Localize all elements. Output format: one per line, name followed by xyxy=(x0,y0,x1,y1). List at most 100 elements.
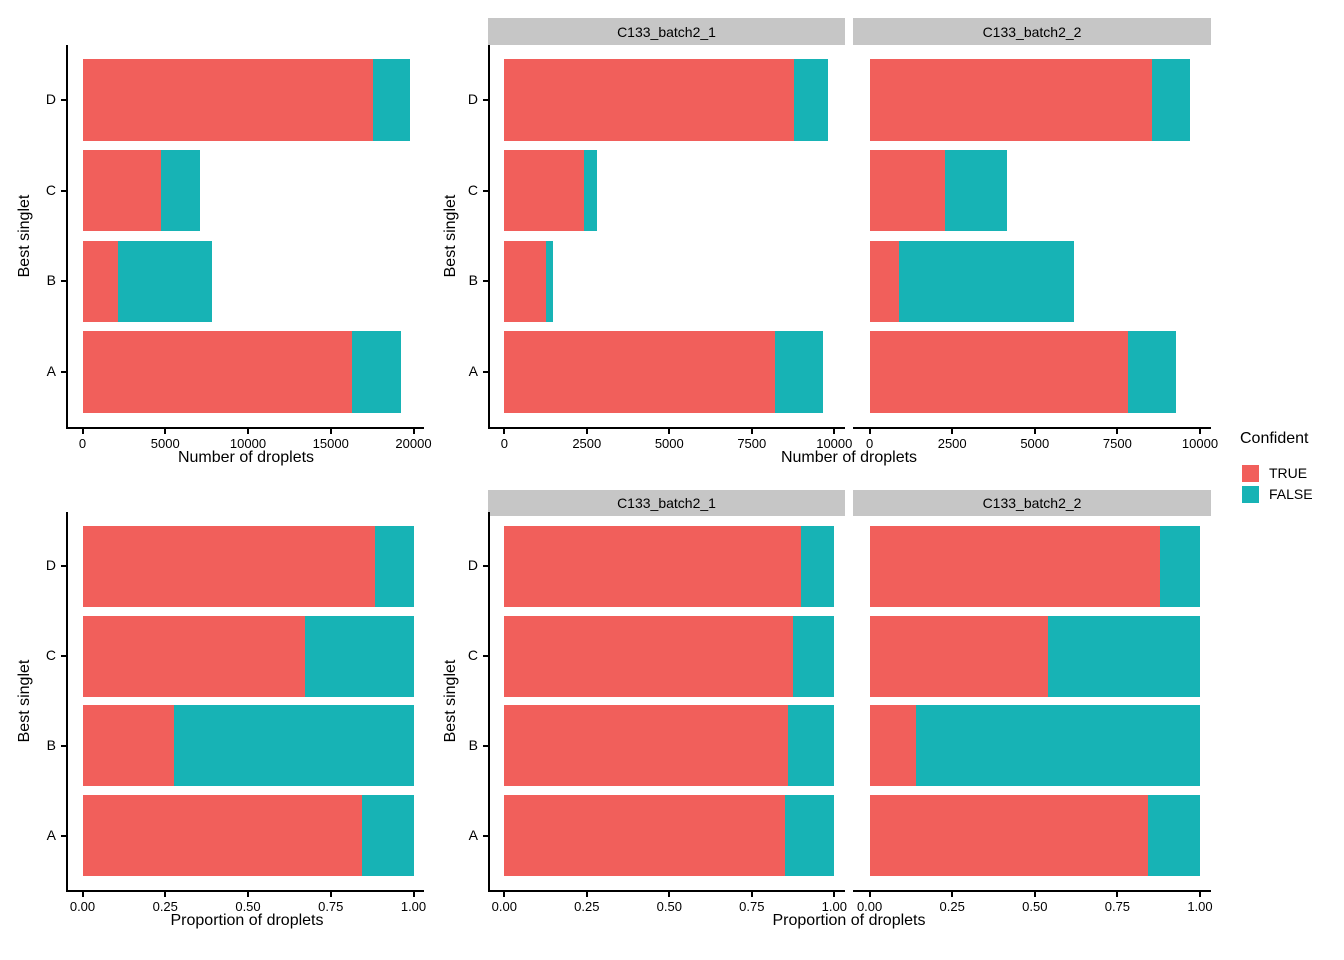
x-tick-label: 10000 xyxy=(816,436,853,451)
legend: Confident TRUE FALSE xyxy=(1240,430,1344,510)
y-tick xyxy=(483,565,488,568)
bar-D xyxy=(504,58,828,141)
y-axis-line xyxy=(66,45,68,429)
y-tick xyxy=(483,834,488,837)
x-tick xyxy=(951,429,954,434)
x-tick xyxy=(1199,892,1201,897)
x-tick-label: 0 xyxy=(500,436,508,451)
x-tick xyxy=(329,429,332,434)
bar-A-segment-false xyxy=(362,795,414,877)
y-axis-line xyxy=(488,512,490,892)
x-axis-title: Number of droplets xyxy=(177,449,315,466)
legend-item-false: FALSE xyxy=(1242,485,1313,503)
category-label: A xyxy=(46,363,56,380)
category-label: B xyxy=(468,272,478,289)
bar-C-segment-false xyxy=(793,615,835,697)
bar-D-segment-false xyxy=(794,58,828,141)
y-tick xyxy=(61,565,66,568)
panel-prop-batch1: 0.00 0.25 0.50 0.75 1.00 A B C D xyxy=(468,512,847,914)
bar-A xyxy=(82,795,414,877)
x-axis-title: Proportion of droplets xyxy=(772,912,926,929)
x-tick xyxy=(1116,892,1119,897)
bar-C-segment-true xyxy=(504,149,585,232)
bar-D-segment-true xyxy=(869,525,1161,607)
category-label: B xyxy=(468,736,478,753)
x-tick xyxy=(329,892,332,897)
x-tick-label: 1.00 xyxy=(400,899,427,914)
y-tick xyxy=(61,371,66,374)
x-tick xyxy=(503,429,506,434)
x-tick-label: 0.25 xyxy=(574,899,600,914)
bar-D xyxy=(869,525,1200,607)
y-axis-title: Best singlet xyxy=(442,194,459,278)
bar-A xyxy=(504,331,824,414)
y-tick xyxy=(61,189,66,192)
x-axis-line xyxy=(488,890,845,892)
x-tick-label: 15000 xyxy=(312,436,349,451)
x-axis-line xyxy=(853,427,1211,429)
panel-prop-batch2: 0.00 0.25 0.50 0.75 1.00 xyxy=(853,512,1213,914)
bar-D xyxy=(504,525,835,607)
bar-B xyxy=(82,705,414,787)
x-tick-label: 0.50 xyxy=(1022,899,1048,914)
y-tick xyxy=(61,834,66,837)
bar-C-segment-true xyxy=(82,615,305,697)
category-label: B xyxy=(46,272,56,289)
bar-B-segment-false xyxy=(788,705,835,787)
x-tick-label: 2500 xyxy=(572,436,602,451)
bar-B-segment-false xyxy=(118,240,212,323)
bar-B-segment-false xyxy=(546,240,554,323)
legend-swatch-false-icon xyxy=(1242,485,1259,503)
x-tick-label: 5000 xyxy=(150,436,180,451)
x-tick xyxy=(750,429,753,434)
bar-C xyxy=(504,149,597,232)
bar-B-segment-true xyxy=(869,240,899,323)
x-tick xyxy=(412,892,415,897)
y-axis-title: Best singlet xyxy=(16,659,33,743)
bar-D-segment-true xyxy=(82,58,374,141)
bar-B-segment-true xyxy=(504,240,547,323)
bar-D-segment-true xyxy=(82,525,376,607)
x-tick xyxy=(1033,892,1036,897)
facet-strip: C133_batch2_2 xyxy=(853,490,1211,516)
x-tick xyxy=(247,892,249,897)
bar-C xyxy=(869,149,1008,232)
x-tick-label: 2500 xyxy=(937,436,967,451)
y-tick xyxy=(483,280,488,283)
bar-B-segment-true xyxy=(869,705,917,787)
y-tick xyxy=(61,655,66,658)
bar-B xyxy=(82,240,212,323)
bar-A-segment-false xyxy=(784,795,835,877)
x-tick xyxy=(1116,429,1119,434)
x-tick xyxy=(585,429,588,434)
x-tick xyxy=(585,892,588,897)
bar-A-segment-true xyxy=(869,331,1128,414)
bar-C-segment-false xyxy=(944,149,1008,232)
category-label: C xyxy=(45,647,56,664)
y-tick xyxy=(61,98,66,101)
x-axis-line xyxy=(853,890,1211,892)
x-tick-label: 0.75 xyxy=(1104,899,1131,914)
bar-D-segment-true xyxy=(504,525,801,607)
x-axis-title: Proportion of droplets xyxy=(170,912,324,929)
y-axis-line xyxy=(488,45,490,429)
panel-count-batch1: 0 2500 5000 7500 10000 A B C D xyxy=(468,45,852,451)
x-tick-label: 0.25 xyxy=(939,899,965,914)
x-tick xyxy=(503,892,506,897)
bar-C-segment-false xyxy=(304,615,414,697)
bar-A-segment-false xyxy=(352,331,402,414)
category-label: C xyxy=(467,181,478,198)
legend-label-true: TRUE xyxy=(1269,465,1308,481)
x-tick xyxy=(951,892,954,897)
x-tick-label: 10000 xyxy=(1181,436,1219,451)
category-label: B xyxy=(46,736,56,753)
x-tick xyxy=(247,429,249,434)
x-tick-label: 0.25 xyxy=(152,899,178,914)
bar-A xyxy=(504,795,835,877)
x-tick xyxy=(750,892,753,897)
y-tick xyxy=(61,280,66,283)
bar-C-segment-false xyxy=(1048,615,1200,697)
y-tick xyxy=(483,371,488,374)
bar-A-segment-true xyxy=(504,331,776,414)
bar-B xyxy=(869,240,1075,323)
